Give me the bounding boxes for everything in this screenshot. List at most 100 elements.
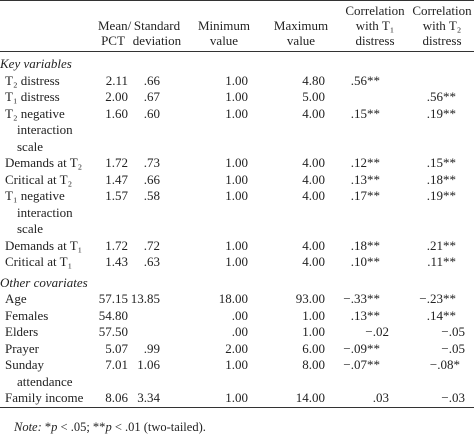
data-row: Demands at T₁ 1.72 .72 1.00 4.00 .18** .21** xyxy=(0,238,474,255)
value-cell: .11** xyxy=(427,254,456,269)
value-cell: 14.00 xyxy=(295,390,325,405)
value-cell: 4.00 xyxy=(302,155,325,170)
value-cell: 5.07 xyxy=(105,340,128,356)
value-cell: 1.00 xyxy=(225,72,248,88)
value-cell: −.05 xyxy=(441,324,465,339)
value-cell: .18** xyxy=(426,171,456,187)
value-cell: 2.00 xyxy=(225,340,248,356)
value-cell: 3.34 xyxy=(137,390,160,405)
row-label: T₁ distress xyxy=(5,89,60,104)
value-cell: .67 xyxy=(143,89,160,104)
value-cell: 4.00 xyxy=(302,171,325,187)
value-cell: .99 xyxy=(143,340,160,356)
value-cell: 1.72 xyxy=(105,155,128,170)
value-cell: −.03 xyxy=(441,390,465,405)
value-cell: −.08* xyxy=(429,357,460,372)
value-cell: .15** xyxy=(350,105,380,121)
value-cell: 54.80 xyxy=(98,307,128,323)
note-text: * xyxy=(41,419,52,434)
value-cell: 4.00 xyxy=(302,105,325,121)
value-cell: .14** xyxy=(426,307,456,323)
header-row: Mean/ PCT Standard deviation Minimum value… xyxy=(0,0,474,52)
header-cell xyxy=(0,0,98,52)
value-cell: 1.00 xyxy=(225,390,248,405)
value-cell: 1.00 xyxy=(225,171,248,187)
value-cell: .03 xyxy=(372,390,389,405)
value-cell: −.07** xyxy=(343,357,380,372)
value-cell: 1.43 xyxy=(105,254,128,269)
row-label: Critical at T₁ xyxy=(5,254,73,269)
empty-cell xyxy=(340,89,410,106)
value-cell: 1.06 xyxy=(137,357,160,372)
value-cell: 1.57 xyxy=(105,188,128,203)
value-cell: −.33** xyxy=(343,291,380,306)
value-cell: 1.00 xyxy=(225,105,248,121)
row-label: Sunday attendance xyxy=(5,357,73,389)
value-cell: 5.00 xyxy=(302,89,325,104)
table-note: Note: *p < .05; **p < .01 (two-tailed). xyxy=(0,420,474,435)
row-label: T₂ negative interaction scale xyxy=(5,105,73,154)
data-row: Sunday attendance 7.01 1.06 1.00 8.00 −.07** −… xyxy=(0,357,474,390)
value-cell: 4.00 xyxy=(302,188,325,203)
section-title: Key variables xyxy=(0,56,72,71)
value-cell: 4.00 xyxy=(302,237,325,253)
header-cell: Mean/ PCT xyxy=(98,0,131,52)
row-label: Age xyxy=(5,291,27,306)
row-label: Females xyxy=(5,307,49,323)
data-row: T₁ negative interaction scale 1.57 .58 1.00… xyxy=(0,188,474,238)
value-cell: .15** xyxy=(426,155,456,170)
value-cell: 18.00 xyxy=(218,291,248,306)
data-row: Females 54.80 .00 1.00 .13** .14** xyxy=(0,308,474,325)
header-cell: Standard deviation xyxy=(128,0,186,52)
row-label: Family income xyxy=(5,390,84,405)
value-cell: .13** xyxy=(350,171,380,187)
value-cell: .66 xyxy=(143,171,160,187)
value-cell: 4.00 xyxy=(302,254,325,269)
value-cell: .58 xyxy=(143,188,160,203)
value-cell: 1.00 xyxy=(302,307,325,323)
data-row: Demands at T₂ 1.72 .73 1.00 4.00 .12** .15** xyxy=(0,155,474,172)
value-cell: .12** xyxy=(350,155,380,170)
data-table: Mean/ PCT Standard deviation Minimum value… xyxy=(0,0,474,408)
section-row: Key variables xyxy=(0,52,474,73)
data-row: T₂ negative interaction scale 1.60 .60 1.00… xyxy=(0,106,474,156)
value-cell: 1.72 xyxy=(105,237,128,253)
data-row: Family income 8.06 3.34 1.00 14.00 .03 −.03 xyxy=(0,390,474,407)
value-cell: 1.00 xyxy=(225,254,248,269)
value-cell: .56** xyxy=(350,72,380,88)
value-cell: .19** xyxy=(426,188,456,203)
value-cell: −.02 xyxy=(365,324,389,339)
value-cell: 2.11 xyxy=(105,72,128,88)
value-cell: 7.01 xyxy=(105,357,128,372)
note-text: < .01 (two-tailed). xyxy=(111,419,206,434)
value-cell: .18** xyxy=(350,237,380,253)
value-cell: 1.00 xyxy=(225,188,248,203)
value-cell: 93.00 xyxy=(295,291,325,306)
value-cell: .13** xyxy=(350,307,380,323)
section-title: Other covariates xyxy=(0,274,88,290)
value-cell: 1.00 xyxy=(225,357,248,372)
data-row: T₁ distress 2.00 .67 1.00 5.00 .56** xyxy=(0,89,474,106)
row-label: T₂ distress xyxy=(5,72,60,88)
value-cell: 57.15 xyxy=(98,291,128,306)
value-cell: .10** xyxy=(350,254,380,269)
row-label: T₁ negative interaction scale xyxy=(5,188,73,236)
value-cell: .60 xyxy=(143,105,160,121)
value-cell: −.05 xyxy=(441,340,465,356)
value-cell: 1.00 xyxy=(225,155,248,170)
value-cell: 1.47 xyxy=(105,171,128,187)
data-row: Elders 57.50 .00 1.00 −.02 −.05 xyxy=(0,324,474,341)
value-cell: .72 xyxy=(143,237,160,253)
value-cell: 1.00 xyxy=(302,324,325,339)
value-cell: .66 xyxy=(143,72,160,88)
value-cell: .00 xyxy=(231,307,248,323)
value-cell: .73 xyxy=(143,155,160,170)
value-cell: 4.80 xyxy=(302,72,325,88)
empty-cell xyxy=(410,73,474,90)
value-cell: 13.85 xyxy=(130,291,160,306)
note-text: < .05; ** xyxy=(57,419,106,434)
empty-cell xyxy=(128,324,186,341)
row-label: Elders xyxy=(5,324,39,339)
empty-cell xyxy=(128,308,186,325)
